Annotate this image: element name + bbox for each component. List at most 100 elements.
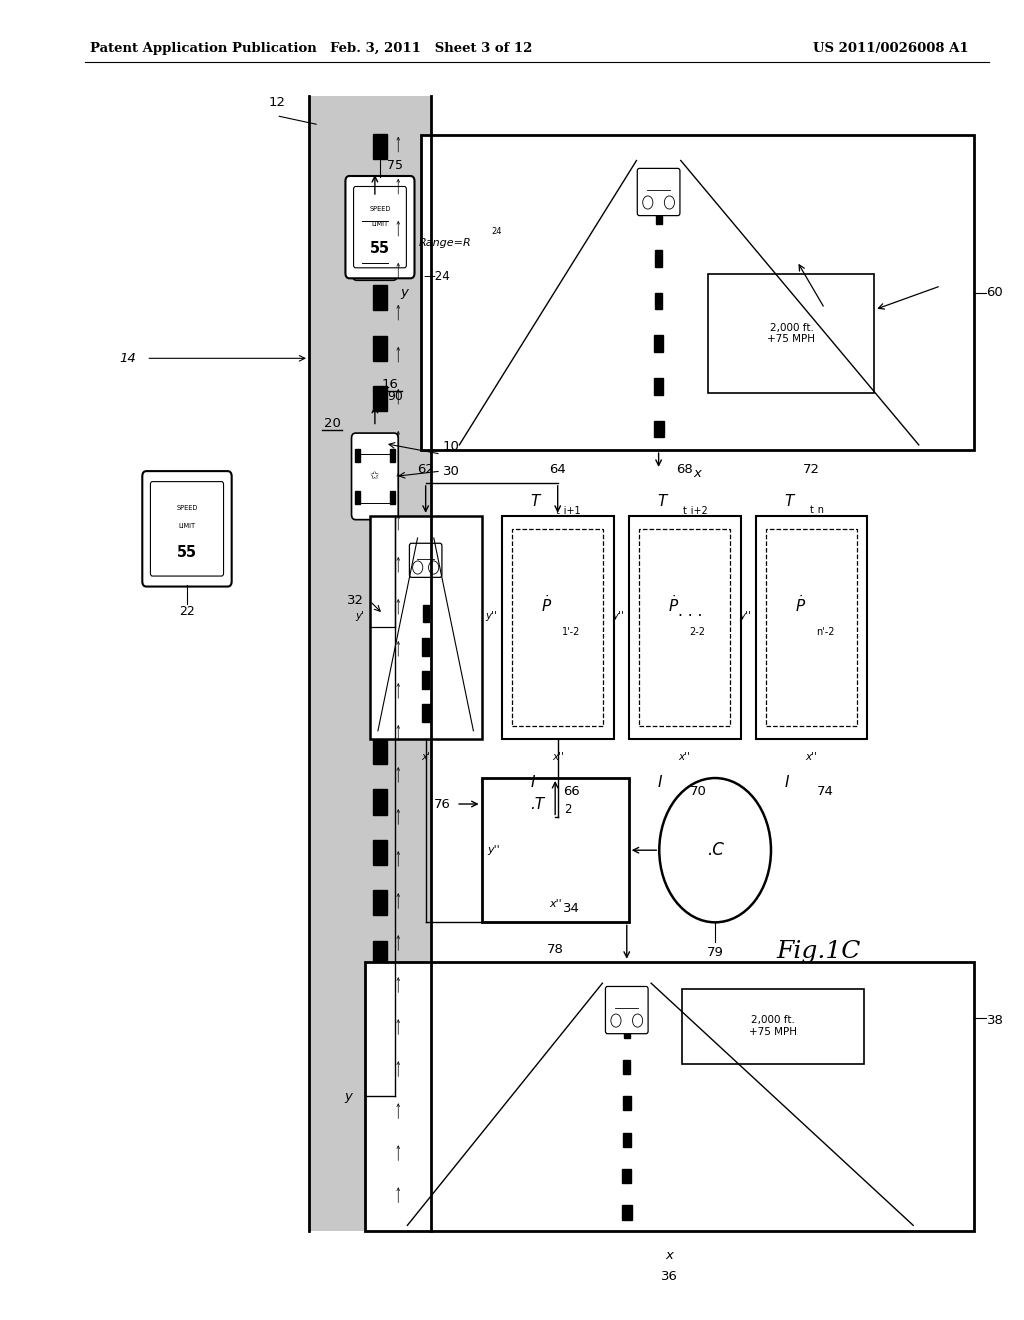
Bar [373,890,387,915]
Bar [639,529,730,726]
Bar [622,1205,632,1220]
Text: $\dot{P}$: $\dot{P}$ [541,594,552,615]
Bar [373,437,387,462]
Bar [370,516,481,739]
FancyBboxPatch shape [345,176,415,279]
Text: T: T [784,494,794,510]
Text: x'': x'' [679,752,690,762]
FancyBboxPatch shape [353,186,407,268]
Bar [423,605,429,622]
Bar [654,378,664,395]
Bar [373,133,387,158]
FancyBboxPatch shape [605,986,648,1034]
Text: 90: 90 [387,389,403,403]
Bar [373,537,387,562]
Bar [653,421,664,437]
Text: t_i+1: t_i+1 [555,504,581,516]
Text: y'': y'' [485,611,497,620]
Bar [624,1060,630,1074]
Text: 68: 68 [676,463,693,477]
Text: t_n: t_n [809,506,824,516]
Bar [354,449,359,462]
Bar [512,529,603,726]
Text: $\dot{P}$: $\dot{P}$ [668,594,679,615]
Text: 76: 76 [434,797,451,810]
Bar [390,449,395,462]
FancyBboxPatch shape [410,544,442,577]
FancyBboxPatch shape [352,201,397,280]
Bar [373,385,387,411]
Text: 60: 60 [986,286,1004,300]
Bar [365,962,974,1230]
Bar [623,1096,631,1110]
Bar [373,789,387,814]
Bar [373,185,387,210]
Text: 36: 36 [660,1270,678,1283]
Text: 38: 38 [987,1014,1005,1027]
Text: 14: 14 [120,352,136,364]
Text: y'': y'' [612,611,624,620]
Text: 16: 16 [382,378,398,391]
Bar [373,941,387,966]
Text: .C: .C [707,841,724,859]
Bar [389,253,394,267]
Bar [756,516,867,739]
Bar [390,491,395,504]
Text: 62: 62 [417,463,434,477]
Bar [309,96,431,1230]
Bar [655,207,662,224]
Text: I: I [657,775,663,791]
Bar [373,1092,387,1117]
Bar [422,638,429,656]
Bar [373,335,387,360]
Bar [373,840,387,865]
Text: y': y' [355,611,365,620]
Text: I: I [784,775,790,791]
Text: 79: 79 [707,946,724,958]
Bar [373,285,387,310]
Text: 55: 55 [177,545,197,561]
Text: LIMIT: LIMIT [372,222,388,227]
Text: y: y [345,1089,352,1102]
Text: 12: 12 [268,96,286,110]
Text: .T: .T [530,796,545,812]
Bar [766,529,857,726]
Text: 74: 74 [817,784,835,797]
Text: 32: 32 [347,594,364,607]
Text: 2-2: 2-2 [689,627,706,636]
Bar [682,989,864,1064]
Bar [422,671,429,689]
Bar [373,235,387,260]
Text: Fig.1C: Fig.1C [776,940,860,962]
Text: Feb. 3, 2011   Sheet 3 of 12: Feb. 3, 2011 Sheet 3 of 12 [330,42,531,55]
Text: T: T [657,494,667,510]
Text: x: x [693,467,701,480]
Text: x'': x'' [806,752,817,762]
Text: $\dot{P}$: $\dot{P}$ [795,594,806,615]
Text: n'-2: n'-2 [816,627,835,636]
Bar [354,491,359,504]
Text: Range=R: Range=R [419,238,471,248]
Bar [709,273,874,393]
Text: 55: 55 [370,240,390,256]
Text: 10: 10 [443,440,460,453]
Bar [623,1170,632,1183]
Bar [623,1133,631,1147]
Bar [373,487,387,512]
Bar [373,587,387,612]
Bar [373,739,387,764]
Bar [373,991,387,1016]
Text: 75: 75 [387,160,403,172]
Bar [355,214,360,227]
Text: y'': y'' [487,845,501,855]
Text: y'': y'' [738,611,751,620]
Bar [421,136,974,450]
Text: 2,000 ft.
+75 MPH: 2,000 ft. +75 MPH [749,1015,797,1038]
Text: 34: 34 [563,903,581,915]
Text: LIMIT: LIMIT [178,523,196,529]
Bar [655,251,662,267]
Bar [629,516,740,739]
Text: 2: 2 [564,804,571,816]
Text: I: I [530,775,536,791]
Bar [422,705,430,722]
